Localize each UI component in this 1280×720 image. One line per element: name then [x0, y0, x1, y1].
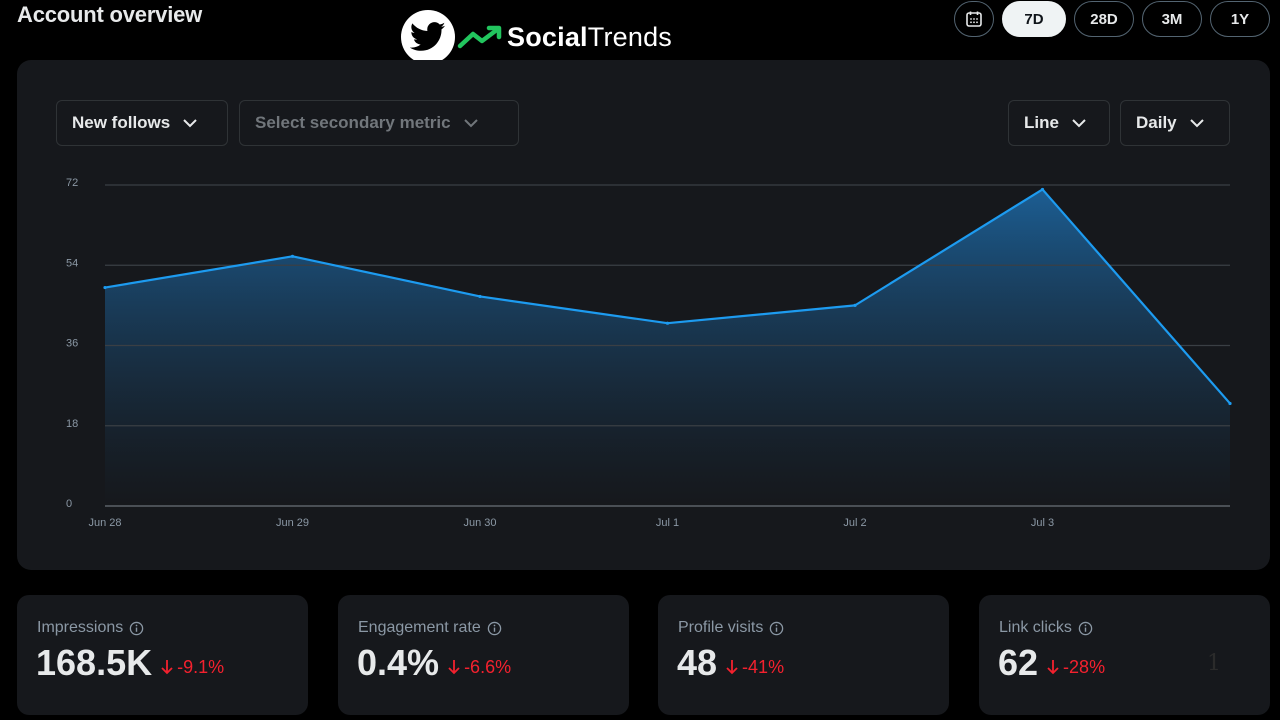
chart-area-fill — [105, 189, 1230, 507]
stat-delta: -41% — [726, 657, 784, 678]
x-tick-label: Jun 30 — [463, 517, 496, 529]
chart-type-label: Line — [1024, 113, 1059, 132]
x-tick-label: Jul 1 — [656, 517, 679, 529]
chart-card: New follows Select secondary metric Line… — [17, 60, 1270, 570]
brand-name-bold: Social — [507, 21, 588, 52]
data-point — [1040, 187, 1045, 192]
arrow-down-icon — [1047, 660, 1059, 675]
range-3m-button[interactable]: 3M — [1142, 1, 1202, 37]
data-point — [478, 294, 482, 299]
new-follows-chart: 72 54 36 18 0 Jun 28 Jun 29 Jun 30 Jul 1 Jul 2 Jul… — [66, 177, 1232, 529]
chevron-down-icon — [1189, 119, 1204, 128]
info-icon[interactable] — [487, 621, 502, 636]
stat-label: Link clicks — [999, 619, 1093, 637]
arrow-down-icon — [726, 660, 738, 675]
trend-arrow-icon — [457, 25, 502, 49]
twitter-bird-icon — [401, 10, 455, 64]
calendar-button[interactable] — [954, 1, 994, 37]
stat-delta-text: -28% — [1063, 656, 1106, 677]
stat-card-engagement-rate: Engagement rate 0.4% -6.6% — [338, 595, 629, 715]
x-tick-label: Jul 2 — [843, 517, 866, 529]
interval-label: Daily — [1136, 113, 1177, 132]
stat-value-text: 168.5K — [36, 642, 153, 683]
chevron-down-icon — [463, 119, 478, 128]
stat-label: Engagement rate — [358, 619, 502, 637]
range-28d-button[interactable]: 28D — [1074, 1, 1134, 37]
stat-label-text: Profile visits — [678, 619, 764, 636]
primary-metric-dropdown[interactable]: New follows — [56, 100, 228, 146]
stat-value: 48 -41% — [677, 642, 784, 684]
page-number: 1 — [1207, 651, 1221, 676]
info-icon[interactable] — [769, 621, 784, 636]
stat-delta-text: -41% — [742, 656, 785, 677]
calendar-icon — [966, 11, 982, 27]
stat-card-impressions: Impressions 168.5K -9.1% — [17, 595, 308, 715]
data-point — [1228, 401, 1232, 406]
stat-value: 62 -28% — [998, 642, 1105, 684]
stat-label-text: Engagement rate — [358, 619, 481, 636]
stat-delta: -6.6% — [448, 657, 511, 678]
date-range-selector: 7D 28D 3M 1Y — [954, 1, 1270, 37]
stat-value-text: 0.4% — [357, 642, 440, 683]
y-tick-label: 18 — [66, 418, 78, 430]
stat-delta: -9.1% — [161, 657, 224, 678]
y-tick-label: 54 — [66, 257, 78, 269]
secondary-metric-placeholder: Select secondary metric — [255, 113, 451, 132]
secondary-metric-dropdown[interactable]: Select secondary metric — [239, 100, 519, 146]
primary-metric-label: New follows — [72, 113, 171, 132]
info-icon[interactable] — [1078, 621, 1093, 636]
range-1y-button[interactable]: 1Y — [1210, 1, 1270, 37]
stat-card-link-clicks: Link clicks 62 -28% — [979, 595, 1270, 715]
arrow-down-icon — [161, 660, 173, 675]
page-title: Account overview — [17, 2, 203, 27]
stat-delta-text: -9.1% — [177, 656, 225, 677]
stat-card-profile-visits: Profile visits 48 -41% — [658, 595, 949, 715]
range-7d-button[interactable]: 7D — [1002, 1, 1066, 37]
data-point — [665, 321, 670, 325]
x-tick-label: Jun 28 — [88, 517, 121, 529]
x-tick-label: Jun 29 — [276, 517, 309, 529]
y-tick-label: 72 — [66, 177, 78, 189]
stat-label-text: Impressions — [37, 619, 124, 636]
chevron-down-icon — [183, 119, 197, 128]
stat-delta: -28% — [1047, 657, 1105, 678]
stat-delta-text: -6.6% — [464, 656, 512, 677]
interval-dropdown[interactable]: Daily — [1120, 100, 1230, 146]
brand-name: SocialTrends — [507, 22, 672, 53]
y-tick-label: 0 — [66, 498, 72, 510]
stat-value-text: 48 — [677, 642, 718, 683]
arrow-down-icon — [448, 660, 460, 675]
data-point — [853, 303, 857, 307]
stat-value: 168.5K -9.1% — [36, 642, 224, 684]
brand-name-light: Trends — [587, 21, 672, 52]
info-icon[interactable] — [129, 621, 144, 636]
y-tick-label: 36 — [66, 338, 78, 350]
stat-label-text: Link clicks — [999, 619, 1072, 636]
stat-value-text: 62 — [998, 642, 1039, 683]
chart-type-dropdown[interactable]: Line — [1008, 100, 1110, 146]
data-point — [290, 254, 295, 258]
stat-value: 0.4% -6.6% — [357, 642, 511, 684]
x-tick-label: Jul 3 — [1031, 517, 1054, 529]
brand-logo: SocialTrends — [401, 9, 672, 65]
chevron-down-icon — [1072, 119, 1086, 128]
data-point — [103, 285, 107, 290]
stat-label: Impressions — [37, 619, 144, 637]
stat-label: Profile visits — [678, 619, 784, 637]
